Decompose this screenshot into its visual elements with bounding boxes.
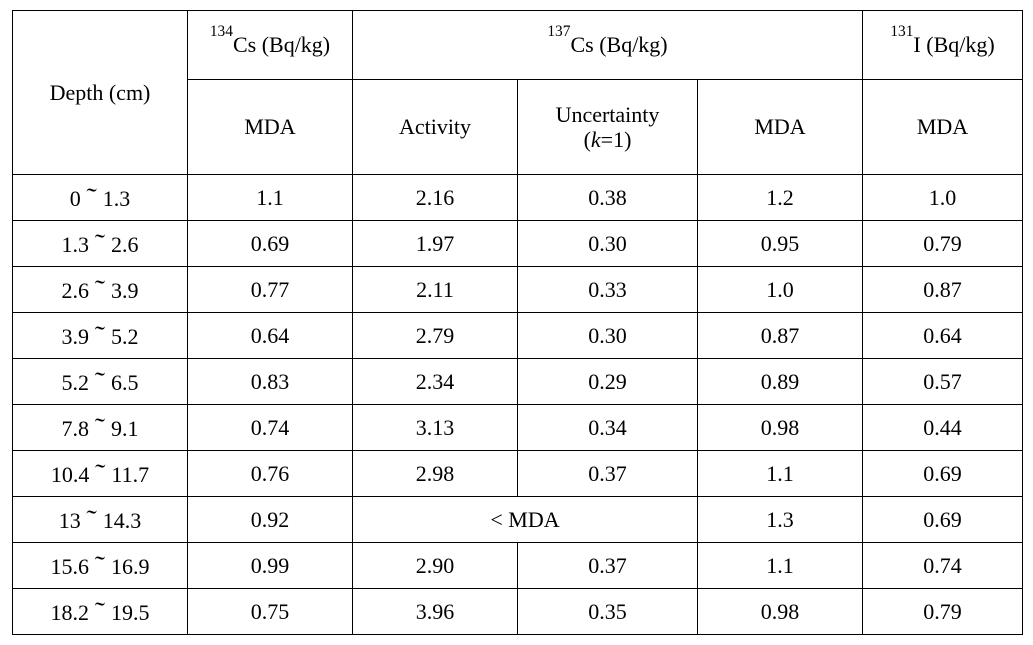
col-header-i131: 131I (Bq/kg)	[863, 11, 1023, 80]
uncertainty-paren-open: (	[584, 127, 591, 152]
cell-depth: 3.9～5.2	[13, 313, 188, 359]
uncertainty-paren-close: =1)	[601, 127, 632, 152]
cell-i131-mda: 0.57	[863, 359, 1023, 405]
cell-cs134-mda: 0.64	[188, 313, 353, 359]
cell-i131-mda: 0.44	[863, 405, 1023, 451]
cell-i131-mda: 0.87	[863, 267, 1023, 313]
col-header-depth: Depth (cm)	[13, 11, 188, 175]
cell-depth: 2.6～3.9	[13, 267, 188, 313]
cell-i131-mda: 0.79	[863, 589, 1023, 635]
cell-cs137-mda: 1.1	[698, 543, 863, 589]
cs134-mass: 134	[210, 23, 233, 40]
cell-cs137-mda: 1.1	[698, 451, 863, 497]
cell-cs134-mda: 0.99	[188, 543, 353, 589]
cell-cs137-activity: 2.34	[353, 359, 518, 405]
cell-cs137-activity: 3.96	[353, 589, 518, 635]
table-row: 10.4～11.70.762.980.371.10.69	[13, 451, 1023, 497]
i131-mass: 131	[890, 23, 913, 40]
table-row: 1.3～2.60.691.970.300.950.79	[13, 221, 1023, 267]
cell-cs134-mda: 0.92	[188, 497, 353, 543]
cell-cs134-mda: 0.69	[188, 221, 353, 267]
cell-cs137-uncertainty: 0.33	[518, 267, 698, 313]
cell-cs137-activity: 2.11	[353, 267, 518, 313]
cell-cs137-lt-mda: < MDA	[353, 497, 698, 543]
cell-depth: 10.4～11.7	[13, 451, 188, 497]
col-header-cs137: 137Cs (Bq/kg)	[353, 11, 863, 80]
cell-cs134-mda: 0.74	[188, 405, 353, 451]
table-row: 18.2～19.50.753.960.350.980.79	[13, 589, 1023, 635]
cs137-text: Cs (Bq/kg)	[570, 32, 667, 57]
cell-i131-mda: 0.79	[863, 221, 1023, 267]
cell-depth: 7.8～9.1	[13, 405, 188, 451]
cell-cs137-activity: 2.98	[353, 451, 518, 497]
cell-cs137-uncertainty: 0.34	[518, 405, 698, 451]
cell-cs137-mda: 0.89	[698, 359, 863, 405]
cell-cs137-activity: 1.97	[353, 221, 518, 267]
cell-cs137-mda: 1.0	[698, 267, 863, 313]
cell-cs137-activity: 3.13	[353, 405, 518, 451]
cell-cs137-activity: 2.90	[353, 543, 518, 589]
cell-cs137-mda: 0.98	[698, 589, 863, 635]
cs137-mass: 137	[547, 23, 570, 40]
subheader-i131-mda: MDA	[863, 80, 1023, 175]
subheader-cs134-mda: MDA	[188, 80, 353, 175]
uncertainty-label-top: Uncertainty	[556, 102, 660, 127]
cell-cs137-uncertainty: 0.35	[518, 589, 698, 635]
cell-cs137-uncertainty: 0.29	[518, 359, 698, 405]
cell-cs137-mda: 0.87	[698, 313, 863, 359]
cell-i131-mda: 0.74	[863, 543, 1023, 589]
cell-cs134-mda: 1.1	[188, 175, 353, 221]
cell-i131-mda: 0.69	[863, 451, 1023, 497]
cell-depth: 15.6～16.9	[13, 543, 188, 589]
cell-depth: 18.2～19.5	[13, 589, 188, 635]
cell-i131-mda: 0.64	[863, 313, 1023, 359]
cell-i131-mda: 1.0	[863, 175, 1023, 221]
table-row: 5.2～6.50.832.340.290.890.57	[13, 359, 1023, 405]
table-row: 2.6～3.90.772.110.331.00.87	[13, 267, 1023, 313]
cell-i131-mda: 0.69	[863, 497, 1023, 543]
cell-cs137-mda: 1.3	[698, 497, 863, 543]
table-row: 7.8～9.10.743.130.340.980.44	[13, 405, 1023, 451]
cell-cs134-mda: 0.75	[188, 589, 353, 635]
cell-cs137-uncertainty: 0.38	[518, 175, 698, 221]
cell-cs137-uncertainty: 0.30	[518, 313, 698, 359]
cell-depth: 1.3～2.6	[13, 221, 188, 267]
cell-cs134-mda: 0.76	[188, 451, 353, 497]
cell-depth: 0～1.3	[13, 175, 188, 221]
cell-cs137-uncertainty: 0.37	[518, 543, 698, 589]
cell-cs137-activity: 2.16	[353, 175, 518, 221]
cell-cs137-uncertainty: 0.30	[518, 221, 698, 267]
cell-cs137-mda: 1.2	[698, 175, 863, 221]
cell-cs137-mda: 0.98	[698, 405, 863, 451]
subheader-cs137-mda: MDA	[698, 80, 863, 175]
table-row: 15.6～16.90.992.900.371.10.74	[13, 543, 1023, 589]
table-row: 13～14.30.92< MDA1.30.69	[13, 497, 1023, 543]
cell-cs137-mda: 0.95	[698, 221, 863, 267]
cell-cs137-uncertainty: 0.37	[518, 451, 698, 497]
cell-cs137-activity: 2.79	[353, 313, 518, 359]
table-row: 0～1.31.12.160.381.21.0	[13, 175, 1023, 221]
subheader-cs137-uncertainty: Uncertainty (k=1)	[518, 80, 698, 175]
col-header-cs134: 134Cs (Bq/kg)	[188, 11, 353, 80]
table-row: 3.9～5.20.642.790.300.870.64	[13, 313, 1023, 359]
cell-cs134-mda: 0.77	[188, 267, 353, 313]
table-body: 0～1.31.12.160.381.21.01.3～2.60.691.970.3…	[13, 175, 1023, 635]
uncertainty-k: k	[591, 127, 601, 152]
cell-depth: 5.2～6.5	[13, 359, 188, 405]
subheader-cs137-activity: Activity	[353, 80, 518, 175]
isotope-table: Depth (cm) 134Cs (Bq/kg) 137Cs (Bq/kg) 1…	[12, 10, 1023, 635]
cell-depth: 13～14.3	[13, 497, 188, 543]
cs134-text: Cs (Bq/kg)	[233, 32, 330, 57]
cell-cs134-mda: 0.83	[188, 359, 353, 405]
i131-text: I (Bq/kg)	[913, 32, 994, 57]
